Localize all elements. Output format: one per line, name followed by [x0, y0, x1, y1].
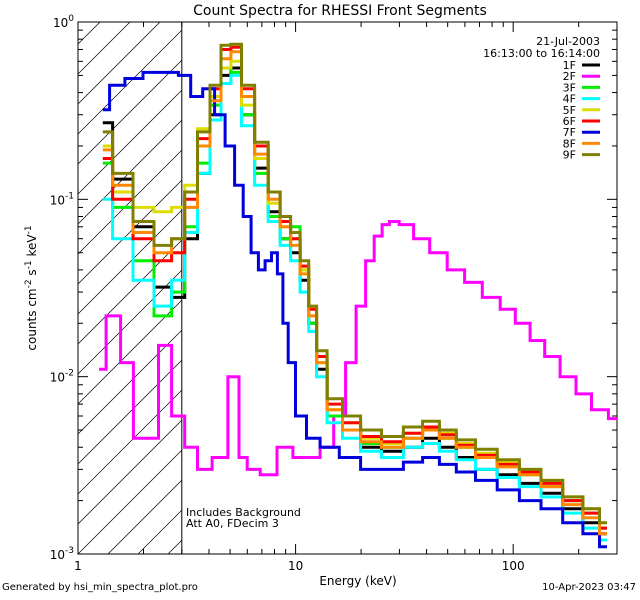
plot-frame	[77, 21, 618, 555]
series-line-9F	[102, 42, 607, 525]
chart-title: Count Spectra for RHESSI Front Segments	[193, 3, 487, 19]
hatch-line	[78, 22, 101, 45]
hatch-line	[618, 22, 640, 554]
axis-ticks	[77, 21, 618, 555]
legend-label-9F: 9F	[563, 149, 576, 162]
plot-note: Includes Background	[186, 506, 301, 519]
series-line-2F	[99, 220, 617, 477]
legend-label-3F: 3F	[563, 81, 576, 94]
y-tick-label: 10-3	[50, 546, 74, 562]
plot-note: Att A0, FDecim 3	[186, 517, 279, 530]
footer-timestamp: 10-Apr-2023 03:47	[542, 582, 636, 593]
legend-label-4F: 4F	[563, 93, 576, 106]
x-axis-label: Energy (keV)	[319, 574, 396, 588]
hatch-line	[0, 22, 70, 554]
x-tick-label: 100	[502, 559, 525, 573]
y-tick-label: 100	[53, 14, 74, 30]
y-tick-label: 10-2	[50, 369, 74, 385]
y-tick-label: 10-1	[50, 191, 74, 207]
legend: 21-Jul-2003 16:13:00 to 16:14:00 1F2F3F4…	[483, 35, 600, 162]
legend-label-6F: 6F	[563, 115, 576, 128]
legend-label-5F: 5F	[563, 104, 576, 117]
series-line-7F	[102, 70, 607, 549]
attenuator-hatch-region	[0, 22, 640, 554]
legend-label-8F: 8F	[563, 137, 576, 150]
y-tick-labels: 100 10-1 10-2 10-3	[50, 14, 75, 562]
hatch-line	[0, 22, 10, 554]
series-group	[99, 42, 617, 549]
hatch-mask	[181, 22, 617, 554]
legend-date: 21-Jul-2003	[536, 35, 600, 48]
hatch-line	[78, 22, 191, 135]
legend-label-2F: 2F	[563, 70, 576, 83]
legend-time-range: 16:13:00 to 16:14:00	[483, 47, 600, 60]
y-axis-label: counts cm-2 s-1 keV-1	[24, 225, 39, 350]
series-line-8F	[102, 50, 607, 536]
series-line-4F	[102, 73, 607, 542]
x-tick-labels: 1 10 100	[74, 559, 524, 573]
hatch-line	[78, 22, 221, 165]
x-tick-label: 10	[288, 559, 303, 573]
hatch-line	[0, 22, 40, 554]
footer-generated-by: Generated by hsi_min_spectra_plot.pro	[2, 582, 198, 593]
legend-label-7F: 7F	[563, 126, 576, 139]
legend-label-1F: 1F	[563, 59, 576, 72]
hatch-line	[78, 22, 251, 195]
x-tick-label: 1	[74, 559, 82, 573]
series-line-6F	[102, 45, 607, 530]
